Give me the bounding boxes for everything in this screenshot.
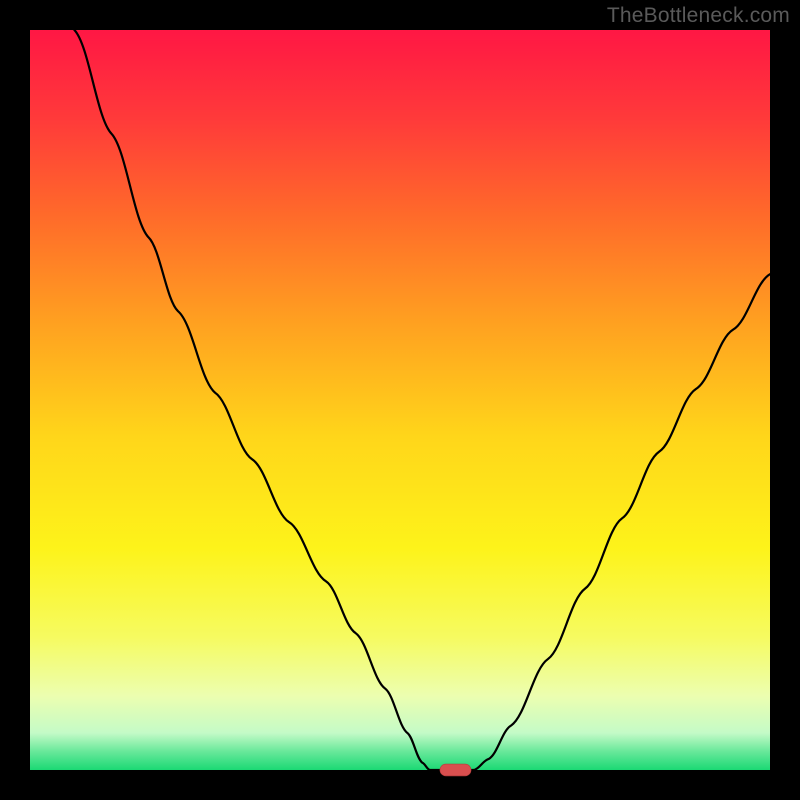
bottleneck-chart	[0, 0, 800, 800]
watermark-text: TheBottleneck.com	[607, 4, 790, 28]
chart-container: TheBottleneck.com	[0, 0, 800, 800]
chart-plot-area	[30, 30, 770, 770]
optimal-marker	[440, 764, 471, 776]
